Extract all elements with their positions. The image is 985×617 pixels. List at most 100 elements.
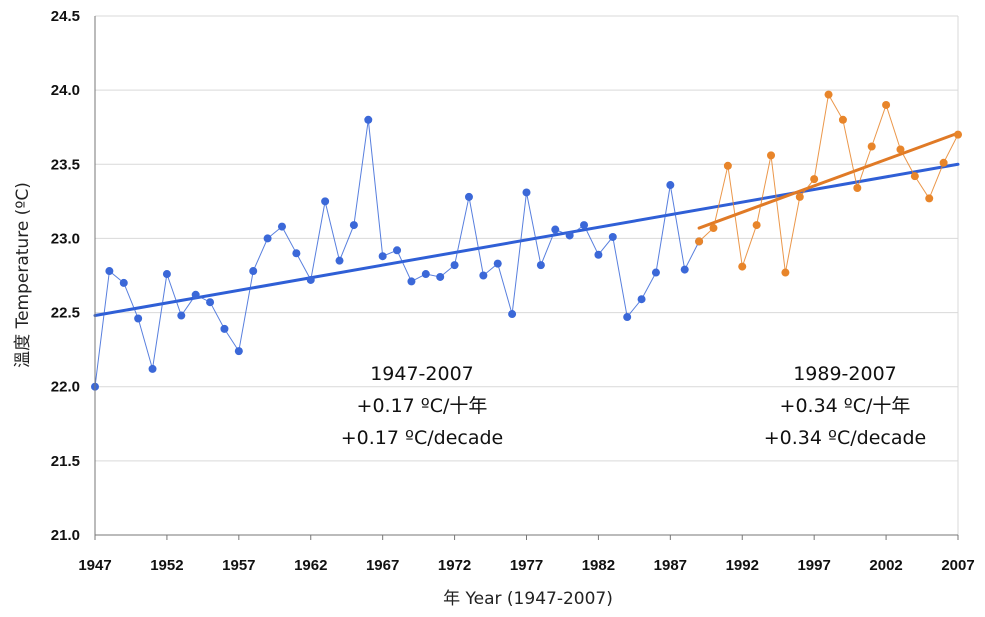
data-point bbox=[220, 324, 229, 333]
data-point bbox=[637, 295, 646, 304]
x-tick-label: 1972 bbox=[438, 557, 471, 574]
data-point bbox=[364, 115, 373, 124]
x-tick-labels: 1947 1952 1957 1962 1967 1972 1977 1982 1987 1992… bbox=[78, 535, 975, 574]
data-point bbox=[306, 275, 315, 284]
data-point bbox=[651, 268, 660, 277]
data-point bbox=[795, 192, 804, 201]
x-tick-label: 1967 bbox=[366, 557, 399, 574]
annotation-1989-2007: 1989-2007 +0.34 ºC/十年 +0.34 ºC/decade bbox=[764, 363, 926, 449]
data-point bbox=[954, 130, 962, 139]
data-point bbox=[234, 347, 243, 356]
x-tick-label: 1977 bbox=[510, 557, 543, 574]
data-point bbox=[853, 184, 862, 193]
data-point bbox=[206, 298, 215, 307]
data-point bbox=[421, 270, 430, 279]
data-point bbox=[349, 221, 358, 230]
annotation-period-1989: 1989-2007 bbox=[793, 363, 897, 385]
y-tick-label: 21.0 bbox=[51, 527, 80, 544]
data-point bbox=[407, 277, 416, 286]
annotation-1947-2007: 1947-2007 +0.17 ºC/十年 +0.17 ºC/decade bbox=[341, 363, 503, 449]
data-point bbox=[522, 188, 531, 197]
data-point bbox=[536, 261, 545, 270]
data-point bbox=[191, 290, 200, 299]
data-point bbox=[551, 225, 560, 234]
y-tick-label: 22.5 bbox=[51, 305, 80, 322]
data-point bbox=[464, 192, 473, 201]
data-point bbox=[148, 364, 157, 373]
data-point bbox=[594, 250, 603, 259]
y-tick-label: 23.5 bbox=[51, 156, 80, 173]
x-tick-label: 1982 bbox=[582, 557, 615, 574]
data-point bbox=[134, 314, 143, 323]
data-point bbox=[680, 265, 689, 274]
data-point bbox=[277, 222, 286, 231]
data-point bbox=[824, 90, 833, 99]
data-point bbox=[666, 181, 675, 190]
y-tick-labels: 21.0 21.5 22.0 22.5 23.0 23.5 24.0 24.5 bbox=[51, 8, 80, 544]
data-point bbox=[867, 142, 876, 151]
x-tick-label: 2002 bbox=[869, 557, 902, 574]
annotation-rate-en-1989: +0.34 ºC/decade bbox=[764, 427, 926, 449]
x-axis-title: 年 Year (1947-2007) bbox=[443, 589, 613, 609]
data-point bbox=[623, 313, 632, 322]
x-tick-label: 1997 bbox=[797, 557, 830, 574]
data-point bbox=[493, 259, 502, 268]
data-point bbox=[910, 172, 919, 181]
data-point bbox=[580, 221, 589, 230]
data-point bbox=[479, 271, 488, 280]
x-tick-label: 1957 bbox=[222, 557, 255, 574]
data-point bbox=[738, 262, 747, 271]
data-point bbox=[335, 256, 344, 265]
data-point bbox=[378, 252, 387, 261]
data-points bbox=[91, 90, 962, 391]
data-point bbox=[292, 249, 301, 258]
data-point bbox=[752, 221, 761, 230]
data-point bbox=[565, 231, 574, 240]
trend-line-1947-2007 bbox=[93, 162, 960, 318]
data-point bbox=[450, 261, 459, 270]
data-point bbox=[263, 234, 272, 243]
data-point bbox=[695, 237, 704, 246]
y-tick-label: 23.0 bbox=[51, 230, 80, 247]
data-point bbox=[723, 161, 732, 170]
data-point bbox=[436, 272, 445, 281]
data-point bbox=[119, 278, 128, 287]
annotation-rate-cn-1989: +0.34 ºC/十年 bbox=[780, 395, 911, 417]
data-point bbox=[939, 158, 948, 167]
data-point bbox=[105, 267, 114, 276]
x-tick-label: 1987 bbox=[654, 557, 687, 574]
x-tick-label: 1952 bbox=[150, 557, 183, 574]
trend-lines bbox=[93, 131, 960, 318]
trend-line-1989-2007 bbox=[697, 131, 960, 230]
y-tick-label: 24.0 bbox=[51, 82, 80, 99]
data-point bbox=[321, 197, 330, 206]
data-point bbox=[925, 194, 934, 203]
data-point bbox=[249, 267, 258, 276]
data-point bbox=[162, 270, 171, 279]
y-axis-title: 溫度 Temperature (ºC) bbox=[13, 182, 33, 368]
data-point bbox=[767, 151, 776, 160]
data-point bbox=[709, 224, 718, 233]
data-point bbox=[882, 100, 891, 109]
annotation-rate-cn-1947: +0.17 ºC/十年 bbox=[357, 395, 488, 417]
data-point bbox=[810, 175, 819, 184]
series-line-2 bbox=[698, 93, 959, 273]
data-point bbox=[608, 232, 617, 241]
gridlines bbox=[95, 15, 959, 535]
y-tick-label: 24.5 bbox=[51, 8, 80, 25]
data-point bbox=[508, 310, 517, 319]
data-point bbox=[393, 246, 402, 255]
y-tick-label: 21.5 bbox=[51, 453, 80, 470]
y-tick-label: 22.0 bbox=[51, 379, 80, 396]
data-point bbox=[177, 311, 186, 320]
annotation-rate-en-1947: +0.17 ºC/decade bbox=[341, 427, 503, 449]
annotation-period-1947: 1947-2007 bbox=[370, 363, 474, 385]
x-tick-label: 2007 bbox=[941, 557, 974, 574]
data-point bbox=[838, 115, 847, 124]
data-point bbox=[896, 145, 905, 154]
data-point bbox=[781, 268, 790, 277]
x-tick-label: 1992 bbox=[726, 557, 759, 574]
x-tick-label: 1962 bbox=[294, 557, 327, 574]
x-tick-label: 1947 bbox=[78, 557, 111, 574]
